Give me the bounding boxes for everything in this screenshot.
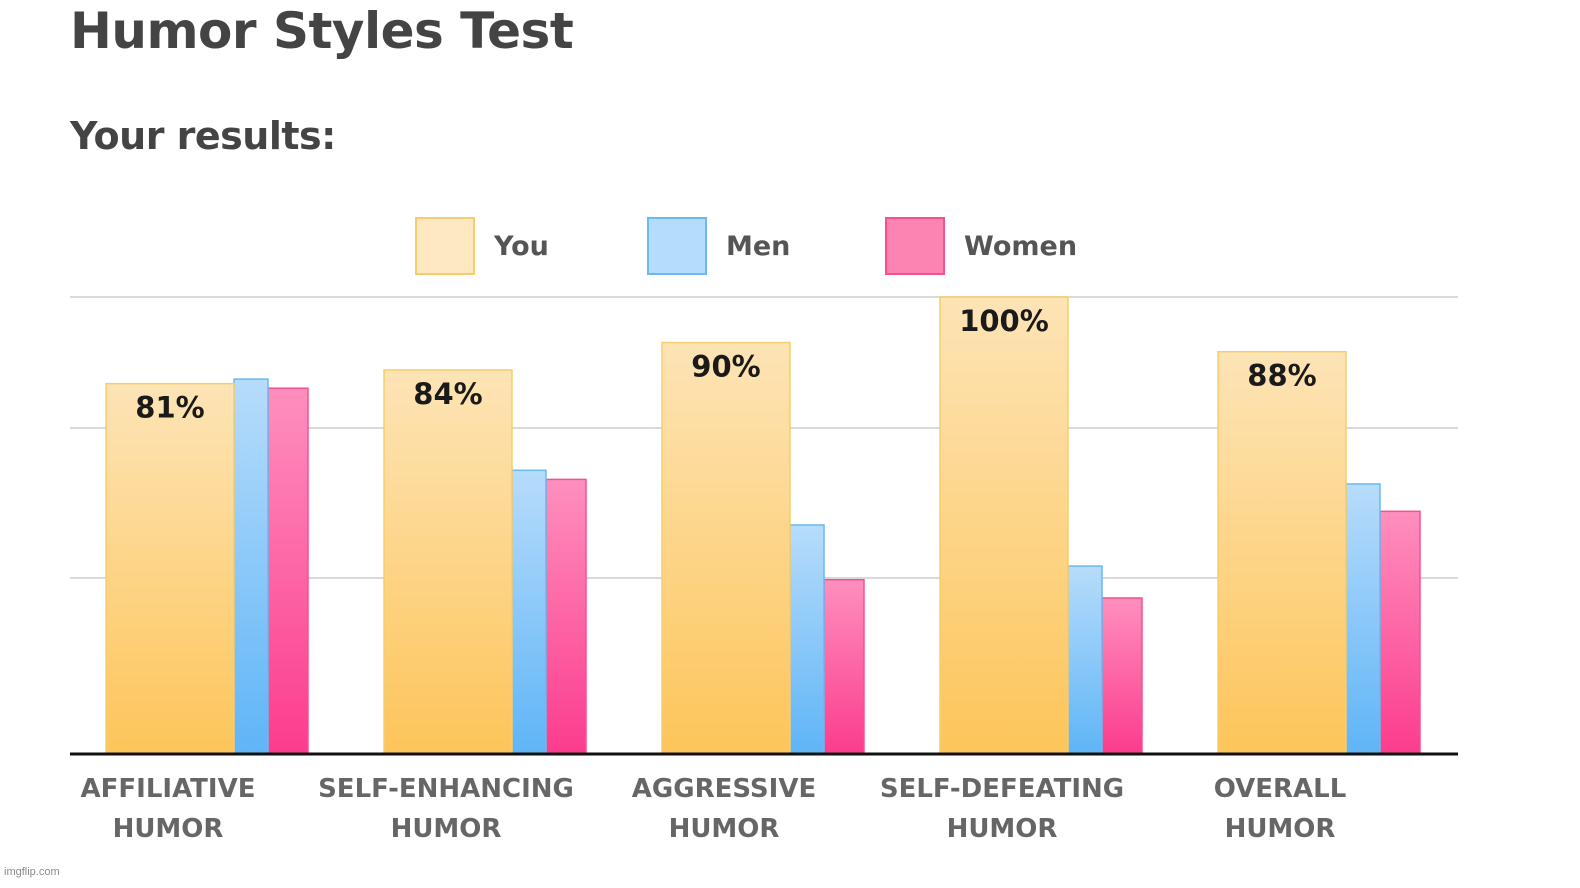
bar-men [789,524,825,754]
bar-you [661,341,791,754]
x-axis: AFFILIATIVE HUMOR SELF-ENHANCING HUMOR AGGRE… [70,752,1458,844]
bar-women [823,578,865,754]
imgflip-watermark: imgflip.com [4,866,60,878]
bar-men [233,378,269,754]
data-label-you: 88% [1247,359,1316,393]
chart-bars [105,296,1421,754]
legend-label-men: Men [726,231,790,262]
legend-swatch-men [647,217,707,275]
bar-men [1345,483,1381,754]
bar-you [383,369,513,754]
bar-you [1217,350,1347,754]
bar-women [545,478,587,754]
data-label-you: 100% [959,304,1049,338]
data-label-you: 90% [691,350,760,384]
bar-you [939,296,1069,754]
bar-women [1101,597,1143,754]
bar-men [1067,565,1103,754]
results-heading: Your results: [70,114,336,158]
bar-women [267,387,309,754]
x-tick-label: SELF-ENHANCING [318,774,574,804]
x-tick-label: HUMOR [113,814,224,844]
x-tick-label: OVERALL [1214,774,1347,804]
legend-swatch-you [415,217,475,275]
legend-swatch-women [885,217,945,275]
bar-you [105,382,235,754]
x-tick-label: SELF-DEFEATING [880,774,1124,804]
x-tick-label: AGGRESSIVE [632,774,816,804]
data-label-you: 81% [135,391,204,425]
bar-men [511,469,547,754]
page-title: Humor Styles Test [70,2,574,60]
chart-data-labels: 81% 84% 90% 100% 88% [135,304,1316,425]
x-tick-label: HUMOR [669,814,780,844]
data-label-you: 84% [413,377,482,411]
x-tick-label: HUMOR [391,814,502,844]
chart-legend: You Men Women [415,217,1077,275]
x-tick-label: HUMOR [947,814,1058,844]
x-tick-label: HUMOR [1225,814,1336,844]
legend-label-you: You [493,231,549,262]
x-tick-label: AFFILIATIVE [81,774,256,804]
bar-women [1379,510,1421,754]
legend-label-women: Women [964,231,1077,262]
